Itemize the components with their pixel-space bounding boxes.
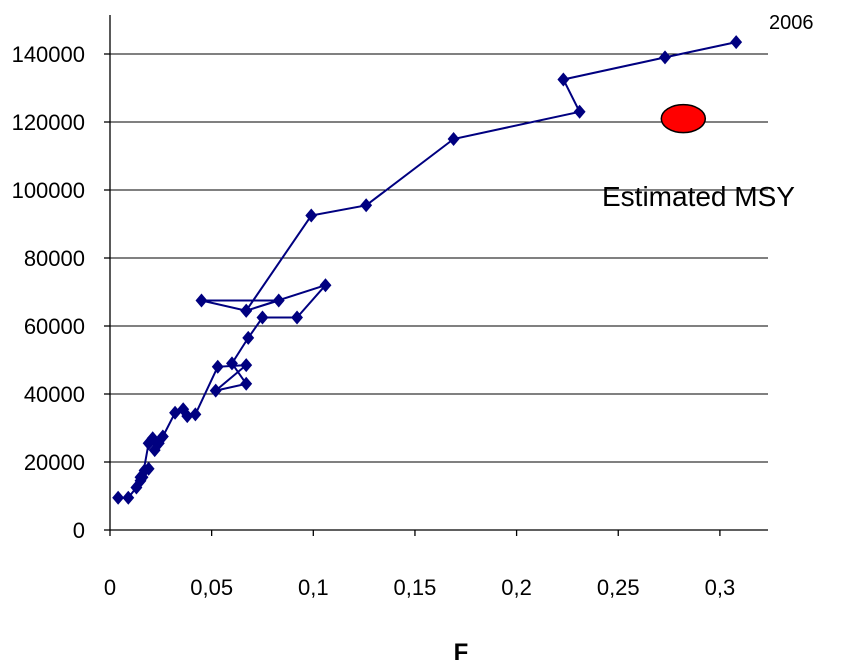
x-tick-label: 0,2 — [501, 575, 532, 600]
x-tick-label: 0,3 — [705, 575, 736, 600]
y-tick-label: 100000 — [12, 178, 85, 203]
data-point — [659, 50, 671, 65]
data-point — [195, 293, 208, 308]
data-point — [226, 356, 238, 371]
y-tick-label: 140000 — [12, 42, 85, 67]
y-tick-label: 120000 — [12, 110, 85, 135]
series-markers — [112, 35, 743, 505]
y-tick-label: 80000 — [24, 246, 85, 271]
x-axis: 0 0,05 0,1 0,15 0,2 0,25 0,3 — [104, 529, 768, 600]
data-point — [291, 310, 303, 325]
data-point — [240, 358, 253, 373]
x-ticks: 0 0,05 0,1 0,15 0,2 0,25 0,3 — [104, 530, 735, 600]
x-tick-label: 0,25 — [597, 575, 640, 600]
data-point — [122, 490, 135, 505]
grid-lines — [110, 53, 768, 463]
data-point — [169, 405, 182, 420]
msy-marker — [660, 103, 707, 134]
data-point — [189, 407, 202, 422]
series-line — [118, 41, 737, 499]
y-tick-label: 20000 — [24, 450, 85, 475]
data-point — [272, 293, 285, 308]
x-axis-title: F — [454, 639, 469, 666]
data-point — [319, 278, 332, 293]
data-point — [256, 310, 269, 325]
data-point — [209, 383, 222, 398]
data-point — [136, 470, 149, 485]
x-tick-label: 0,1 — [298, 575, 329, 600]
x-tick-label: 0 — [104, 575, 116, 600]
y-tick-label: 60000 — [24, 314, 85, 339]
data-point — [573, 104, 586, 119]
y-tick-label: 0 — [73, 518, 85, 543]
data-point — [730, 35, 743, 50]
data-point — [142, 461, 155, 476]
data-point — [156, 429, 169, 444]
data-point — [305, 208, 318, 223]
data-point — [181, 409, 194, 424]
x-tick-label: 0,15 — [394, 575, 437, 600]
y-ticks: 0 20000 40000 60000 80000 100000 120000 140000 — [12, 42, 110, 543]
msy-label: Estimated MSY — [602, 181, 795, 212]
data-point — [242, 330, 255, 345]
data-point — [240, 376, 253, 391]
y-axis: 0 20000 40000 60000 80000 100000 120000 140000 — [12, 15, 111, 543]
year-annotation: 2006 — [769, 12, 814, 34]
data-point — [240, 303, 253, 318]
data-point — [557, 72, 570, 87]
data-point — [112, 490, 125, 505]
x-tick-label: 0,05 — [190, 575, 233, 600]
y-tick-label: 40000 — [24, 382, 85, 407]
data-point — [447, 132, 460, 146]
data-point — [360, 198, 373, 213]
data-point — [211, 359, 224, 374]
